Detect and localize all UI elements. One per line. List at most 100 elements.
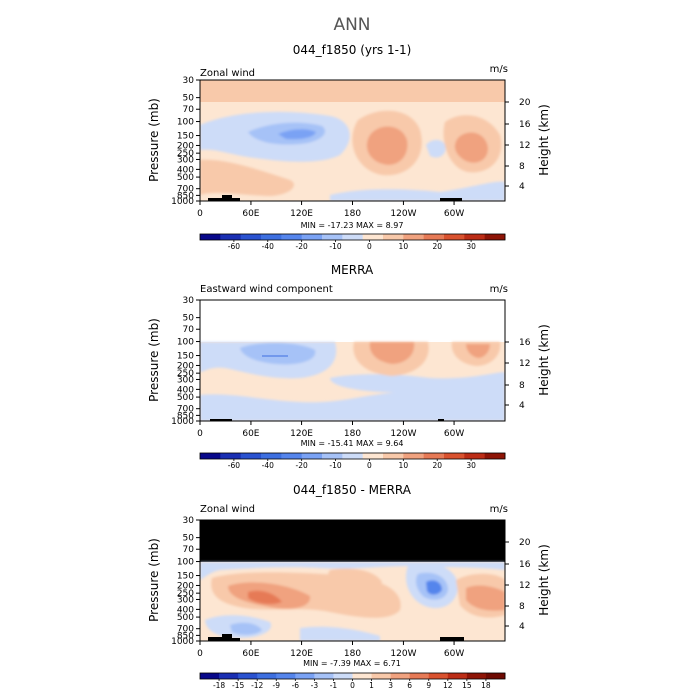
y-tick-label: 850 bbox=[177, 191, 194, 201]
colorbar-swatch bbox=[484, 234, 506, 240]
topography bbox=[208, 195, 462, 201]
colorbar-label: -12 bbox=[251, 681, 263, 690]
x-axis: 0 60E 120E 180 120W 60W bbox=[197, 201, 464, 219]
y-tick-label: 70 bbox=[183, 105, 195, 115]
x-tick-label: 180 bbox=[344, 429, 361, 439]
colorbar-swatch bbox=[403, 234, 425, 240]
colorbar-label: 18 bbox=[481, 681, 491, 690]
y-axis-label: Pressure (mb) bbox=[147, 318, 161, 402]
y-tick-label: 300 bbox=[177, 375, 194, 385]
colorbar-swatch bbox=[371, 673, 392, 679]
colorbar-swatch bbox=[390, 673, 411, 679]
colorbar-swatch bbox=[464, 234, 486, 240]
contour-negative bbox=[230, 622, 262, 635]
contour-field bbox=[200, 300, 505, 421]
colorbar-swatch bbox=[200, 234, 221, 240]
x-tick-label: 60E bbox=[242, 649, 259, 659]
contour-negative bbox=[330, 372, 505, 393]
colorbar-label: -60 bbox=[228, 242, 240, 251]
colorbar-label: 0 bbox=[350, 681, 355, 690]
topography bbox=[208, 634, 464, 641]
colorbar-label: -40 bbox=[262, 461, 274, 470]
colorbar-swatch bbox=[240, 453, 262, 459]
colorbar-label: 20 bbox=[432, 461, 442, 470]
colorbar-swatch bbox=[383, 234, 404, 240]
colorbar-swatch bbox=[261, 234, 282, 240]
y-tick-label: 300 bbox=[177, 595, 194, 605]
x-tick-label: 180 bbox=[344, 209, 361, 219]
y-tick-label: 400 bbox=[177, 165, 194, 175]
page-title: ANN bbox=[333, 15, 370, 35]
y-tick-label: 200 bbox=[177, 141, 194, 151]
contour-positive bbox=[466, 344, 490, 358]
colorbar-swatch bbox=[301, 453, 323, 459]
x-tick-label: 0 bbox=[197, 649, 203, 659]
colorbar: -60 -40 -20 -10 0 10 20 30 bbox=[199, 452, 506, 470]
y-tick-label: 150 bbox=[177, 352, 194, 362]
y-right-tick-label: 12 bbox=[519, 581, 530, 591]
colorbar-label: -1 bbox=[330, 681, 338, 690]
colorbar-swatch bbox=[314, 673, 334, 679]
y-tick-label: 70 bbox=[183, 545, 195, 555]
y-right-tick-label: 4 bbox=[519, 182, 525, 192]
y-tick-label: 1000 bbox=[171, 637, 194, 647]
colorbar-label: 10 bbox=[399, 461, 409, 470]
contour-positive bbox=[248, 590, 282, 605]
contour-negative bbox=[330, 181, 505, 201]
colorbar-swatch bbox=[240, 234, 262, 240]
x-tick-label: 60W bbox=[444, 429, 464, 439]
y-axis-right-label: Height (km) bbox=[537, 544, 551, 615]
y-tick-label: 250 bbox=[177, 149, 194, 159]
panel-units: m/s bbox=[490, 504, 508, 515]
x-tick-label: 0 bbox=[197, 429, 203, 439]
y-tick-label: 30 bbox=[183, 296, 195, 306]
y-right-tick-label: 16 bbox=[519, 560, 531, 570]
contour-negative bbox=[426, 580, 442, 595]
y-tick-label: 200 bbox=[177, 361, 194, 371]
x-tick-label: 120W bbox=[390, 429, 416, 439]
colorbar-label: 3 bbox=[388, 681, 393, 690]
y-right-tick-label: 8 bbox=[519, 381, 525, 391]
colorbar-label: 30 bbox=[466, 242, 476, 251]
y-tick-label: 100 bbox=[177, 338, 194, 348]
colorbar-swatch bbox=[301, 234, 323, 240]
colorbar-swatch bbox=[281, 234, 303, 240]
y-axis-right-label: Height (km) bbox=[537, 324, 551, 395]
y-axis-right-label: Height (km) bbox=[537, 104, 551, 175]
colorbar-swatch bbox=[464, 453, 486, 459]
panel-title: MERRA bbox=[331, 263, 374, 277]
contour-negative bbox=[300, 626, 380, 641]
contour-positive bbox=[366, 126, 408, 165]
panel-title: 044_f1850 (yrs 1-1) bbox=[293, 43, 412, 57]
panel-title: 044_f1850 - MERRA bbox=[293, 483, 412, 497]
y-right-tick-label: 16 bbox=[519, 120, 531, 130]
colorbar-swatch bbox=[342, 453, 364, 459]
colorbar-label: -40 bbox=[262, 242, 274, 251]
colorbar-label: 1 bbox=[369, 681, 374, 690]
x-tick-label: 120W bbox=[390, 209, 416, 219]
contour-positive bbox=[466, 585, 505, 611]
colorbar-swatch bbox=[200, 453, 221, 459]
colorbar-label: -6 bbox=[292, 681, 300, 690]
contour-positive bbox=[200, 159, 294, 196]
panel-units: m/s bbox=[490, 64, 508, 75]
colorbar-swatch bbox=[352, 673, 372, 679]
colorbar-swatch bbox=[383, 453, 404, 459]
y-tick-label: 50 bbox=[183, 94, 195, 104]
colorbar-swatch bbox=[219, 673, 239, 679]
panel-units: m/s bbox=[490, 284, 508, 295]
x-tick-label: 0 bbox=[197, 209, 203, 219]
x-axis: 0 60E 120E 180 120W 60W bbox=[197, 641, 464, 659]
y-tick-label: 500 bbox=[177, 173, 194, 183]
y-tick-label: 30 bbox=[183, 76, 195, 86]
colorbar: -60 -40 -20 -10 0 10 20 30 bbox=[199, 233, 506, 251]
y-tick-label: 700 bbox=[177, 625, 194, 635]
y-tick-label: 150 bbox=[177, 132, 194, 142]
y-right-tick-label: 16 bbox=[519, 338, 531, 348]
y-axis-label: Pressure (mb) bbox=[147, 98, 161, 182]
colorbar-label: -60 bbox=[228, 461, 240, 470]
stats-label: MIN = -17.23 MAX = 8.97 bbox=[301, 221, 404, 230]
colorbar-label: 30 bbox=[466, 461, 476, 470]
